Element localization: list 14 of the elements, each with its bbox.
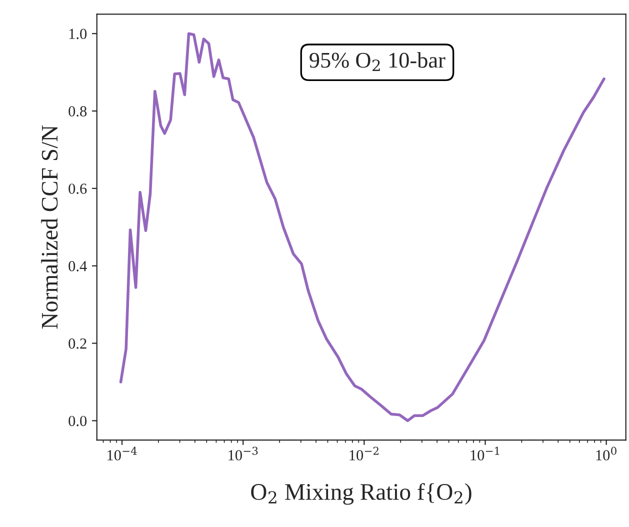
x-tick-label: 10$^{0}$ (596, 446, 616, 460)
y-tick-label: 0.4 (68, 260, 87, 272)
x-tick-label: 10$^{−3}$ (228, 446, 258, 460)
x-tick-label: 10$^{−4}$ (108, 446, 137, 460)
x-tick-label: 10$^{−2}$ (350, 446, 378, 460)
y-tick-label: 0.2 (68, 338, 86, 349)
y-tick-label: 0.6 (68, 184, 87, 194)
y-tick-label: 1.0 (69, 28, 87, 40)
x-tick-label: 10$^{−1}$ (470, 446, 500, 460)
y-tick-label: 0.0 (68, 416, 87, 426)
annotation: 95% O$_{2}$ 10-bar (310, 52, 446, 72)
x-axis-title: O$_{2}$ Mixing Ratio f{O$_{2}$) (251, 483, 472, 505)
y-tick-label: 0.8 (68, 106, 87, 117)
y-axis-title: Normalized CCF S/N (41, 125, 58, 329)
